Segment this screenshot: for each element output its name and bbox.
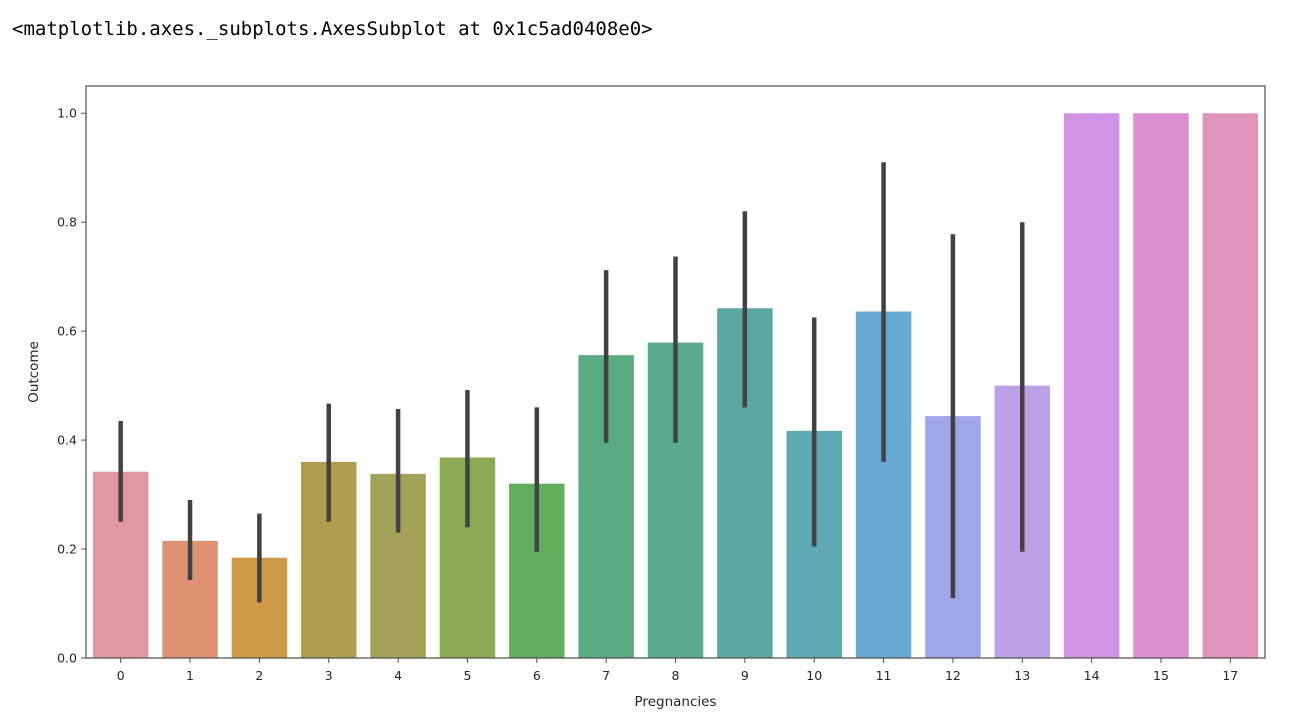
x-tick-label: 0 <box>117 668 125 683</box>
bar-15 <box>1133 113 1189 658</box>
x-tick-label: 17 <box>1222 668 1238 683</box>
errorbars-layer <box>118 162 1025 603</box>
x-tick-label: 11 <box>876 668 892 683</box>
y-axis: 0.0 0.2 0.4 0.6 0.8 1.0 <box>57 106 86 666</box>
x-tick-label: 4 <box>394 668 402 683</box>
bars-layer <box>92 113 1259 658</box>
x-tick-label: 6 <box>533 668 541 683</box>
x-tick-label: 9 <box>741 668 749 683</box>
bar-17 <box>1202 113 1259 658</box>
x-tick-label: 12 <box>945 668 961 683</box>
y-tick-label: 0.2 <box>57 542 77 557</box>
bar-14 <box>1063 113 1120 658</box>
y-tick-label: 0.8 <box>57 215 77 230</box>
x-tick-label: 13 <box>1014 668 1030 683</box>
y-axis-label: Outcome <box>26 341 42 403</box>
y-tick-label: 0.0 <box>57 651 77 666</box>
x-tick-label: 15 <box>1153 668 1169 683</box>
y-tick-label: 1.0 <box>57 106 77 121</box>
x-tick-label: 5 <box>463 668 471 683</box>
x-tick-label: 3 <box>325 668 333 683</box>
x-tick-label: 2 <box>255 668 263 683</box>
x-tick-label: 7 <box>602 668 610 683</box>
x-tick-label: 8 <box>672 668 680 683</box>
x-tick-label: 14 <box>1084 668 1100 683</box>
x-tick-label: 1 <box>186 668 194 683</box>
y-tick-label: 0.4 <box>57 433 77 448</box>
x-tick-label: 10 <box>806 668 822 683</box>
cell-output-repr: <matplotlib.axes._subplots.AxesSubplot a… <box>12 18 653 40</box>
y-tick-label: 0.6 <box>57 324 77 339</box>
x-axis: 0 1 2 3 4 5 6 7 8 9 10 11 12 13 14 15 17 <box>117 658 1238 683</box>
x-axis-label: Pregnancies <box>635 694 717 710</box>
